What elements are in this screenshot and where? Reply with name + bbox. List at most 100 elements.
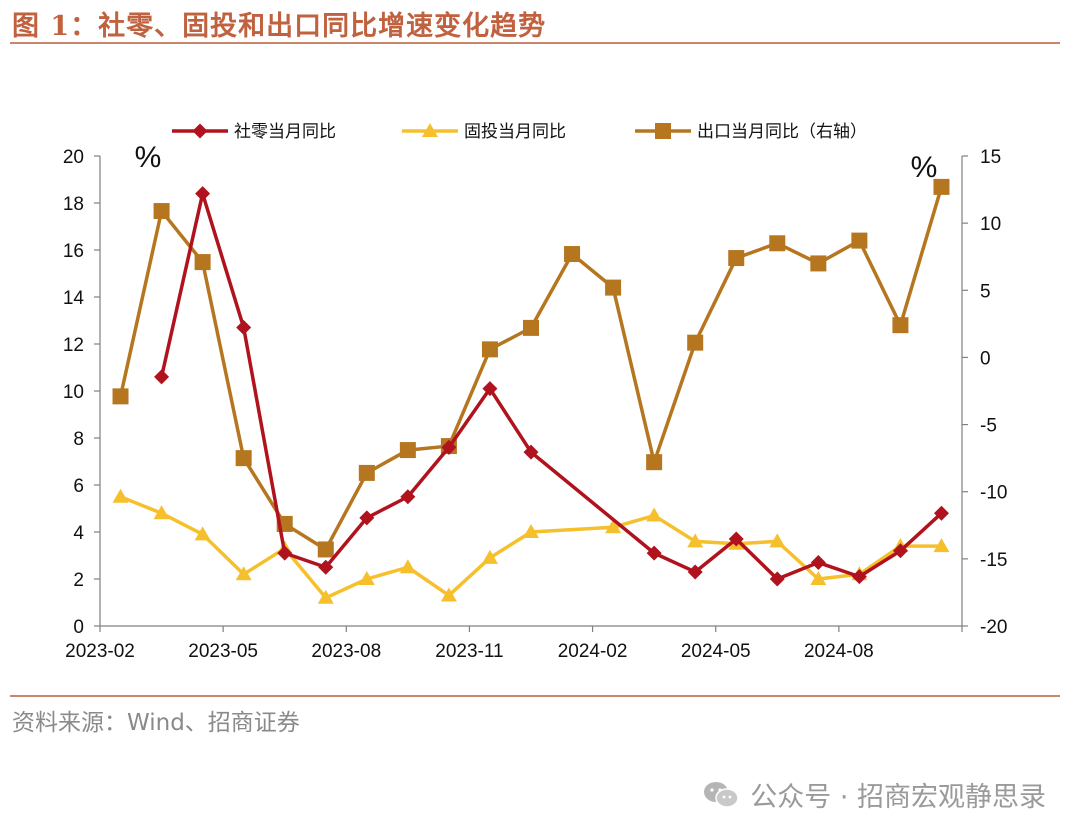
data-point: [195, 186, 211, 202]
left-tick-label: 8: [73, 429, 84, 450]
data-point: [605, 519, 622, 534]
left-tick-label: 12: [63, 335, 84, 356]
data-point: [318, 559, 334, 575]
source-rule: [10, 695, 1060, 697]
data-point: [892, 317, 909, 334]
data-point: [810, 255, 827, 272]
data-point: [154, 369, 170, 385]
data-point: [112, 488, 129, 503]
data-point: [728, 250, 745, 267]
data-point: [153, 505, 170, 520]
data-point: [523, 319, 539, 336]
data-point: [605, 279, 622, 296]
x-tick-label: 2023-08: [311, 641, 381, 662]
data-point: [359, 510, 375, 526]
right-axis-unit: %: [911, 151, 938, 184]
data-point: [481, 341, 498, 358]
data-point: [810, 555, 826, 571]
legend-label: 社零当月同比: [234, 122, 336, 142]
data-point: [687, 533, 704, 548]
x-tick-label: 2024-05: [681, 641, 751, 662]
legend-marker: [655, 123, 671, 139]
data-point: [153, 203, 170, 220]
right-tick-label: 10: [980, 214, 1001, 235]
data-point: [440, 587, 457, 602]
right-tick-label: 5: [980, 281, 991, 302]
left-tick-label: 4: [73, 523, 84, 544]
chart-canvas: 0 2 4 6 8 10 12 14 16 18 20 -20 -15 -10 -5 0 5 10 15 2023-0…: [63, 122, 1008, 662]
series-line: [118, 185, 944, 552]
x-tick-label: 2023-11: [435, 641, 503, 662]
data-point: [235, 450, 252, 467]
data-point: [646, 545, 662, 561]
right-tick-label: -5: [980, 416, 997, 437]
series-square: [112, 178, 950, 558]
left-tick-label: 14: [63, 288, 85, 309]
data-point: [523, 444, 539, 460]
left-tick-label: 18: [63, 194, 84, 215]
data-point: [400, 489, 416, 505]
right-tick-label: 15: [980, 147, 1001, 168]
data-point: [317, 589, 334, 604]
left-tick-label: 20: [63, 147, 84, 168]
legend-marker: [192, 123, 208, 139]
data-point: [564, 246, 581, 263]
series-diamond: [154, 186, 949, 587]
data-point: [235, 566, 252, 581]
data-point: [892, 543, 908, 559]
data-point: [933, 178, 950, 195]
left-tick-label: 16: [63, 241, 84, 262]
data-point: [399, 442, 416, 459]
right-tick-label: 0: [980, 348, 991, 369]
left-tick-label: 0: [73, 617, 84, 638]
data-point: [769, 533, 786, 548]
series-line: [159, 191, 944, 581]
data-point: [728, 531, 744, 547]
figure-title: 图 1：社零、固投和出口同比增速变化趋势: [12, 11, 547, 42]
legend-label: 出口当月同比（右轴）: [697, 122, 867, 142]
legend-marker: [422, 123, 438, 137]
data-point: [317, 541, 334, 558]
left-axis-unit: %: [135, 141, 162, 174]
watermark-text: 公众号 · 招商宏观静思录: [750, 782, 1046, 813]
data-point: [687, 334, 704, 351]
data-point: [687, 564, 703, 580]
legend-label: 固投当月同比: [464, 122, 566, 142]
left-tick-label: 10: [63, 382, 84, 403]
x-tick-label: 2024-08: [804, 641, 874, 662]
data-point: [481, 549, 498, 564]
data-point: [112, 388, 129, 405]
data-point: [851, 569, 867, 585]
source-note: 资料来源：Wind、招商证券: [12, 710, 300, 736]
series-line: [118, 495, 944, 600]
data-point: [810, 571, 827, 585]
data-point: [769, 235, 786, 252]
data-point: [523, 524, 539, 538]
series-triangle: [112, 488, 950, 604]
data-point: [236, 320, 252, 336]
data-point: [646, 454, 663, 471]
left-tick-label: 6: [73, 476, 84, 497]
data-point: [277, 545, 293, 561]
x-tick-label: 2023-05: [188, 641, 258, 662]
data-point: [851, 232, 868, 249]
x-tick-label: 2023-02: [65, 641, 135, 662]
data-point: [194, 254, 211, 271]
x-tick-label: 2024-02: [558, 641, 628, 662]
data-point: [441, 439, 457, 455]
data-point: [358, 571, 375, 585]
title-rule: [10, 42, 1060, 44]
right-tick-label: -20: [980, 617, 1007, 638]
watermark: 公众号 · 招商宏观静思录: [702, 775, 1046, 814]
right-tick-label: -15: [980, 550, 1007, 571]
data-point: [399, 559, 416, 574]
data-point: [358, 464, 375, 481]
wechat-icon: [704, 781, 739, 808]
data-point: [933, 505, 949, 521]
right-tick-label: -10: [980, 483, 1007, 504]
data-point: [482, 381, 498, 397]
data-point: [933, 538, 950, 553]
left-tick-label: 2: [73, 570, 84, 591]
data-point: [769, 571, 785, 587]
data-point: [194, 526, 211, 541]
